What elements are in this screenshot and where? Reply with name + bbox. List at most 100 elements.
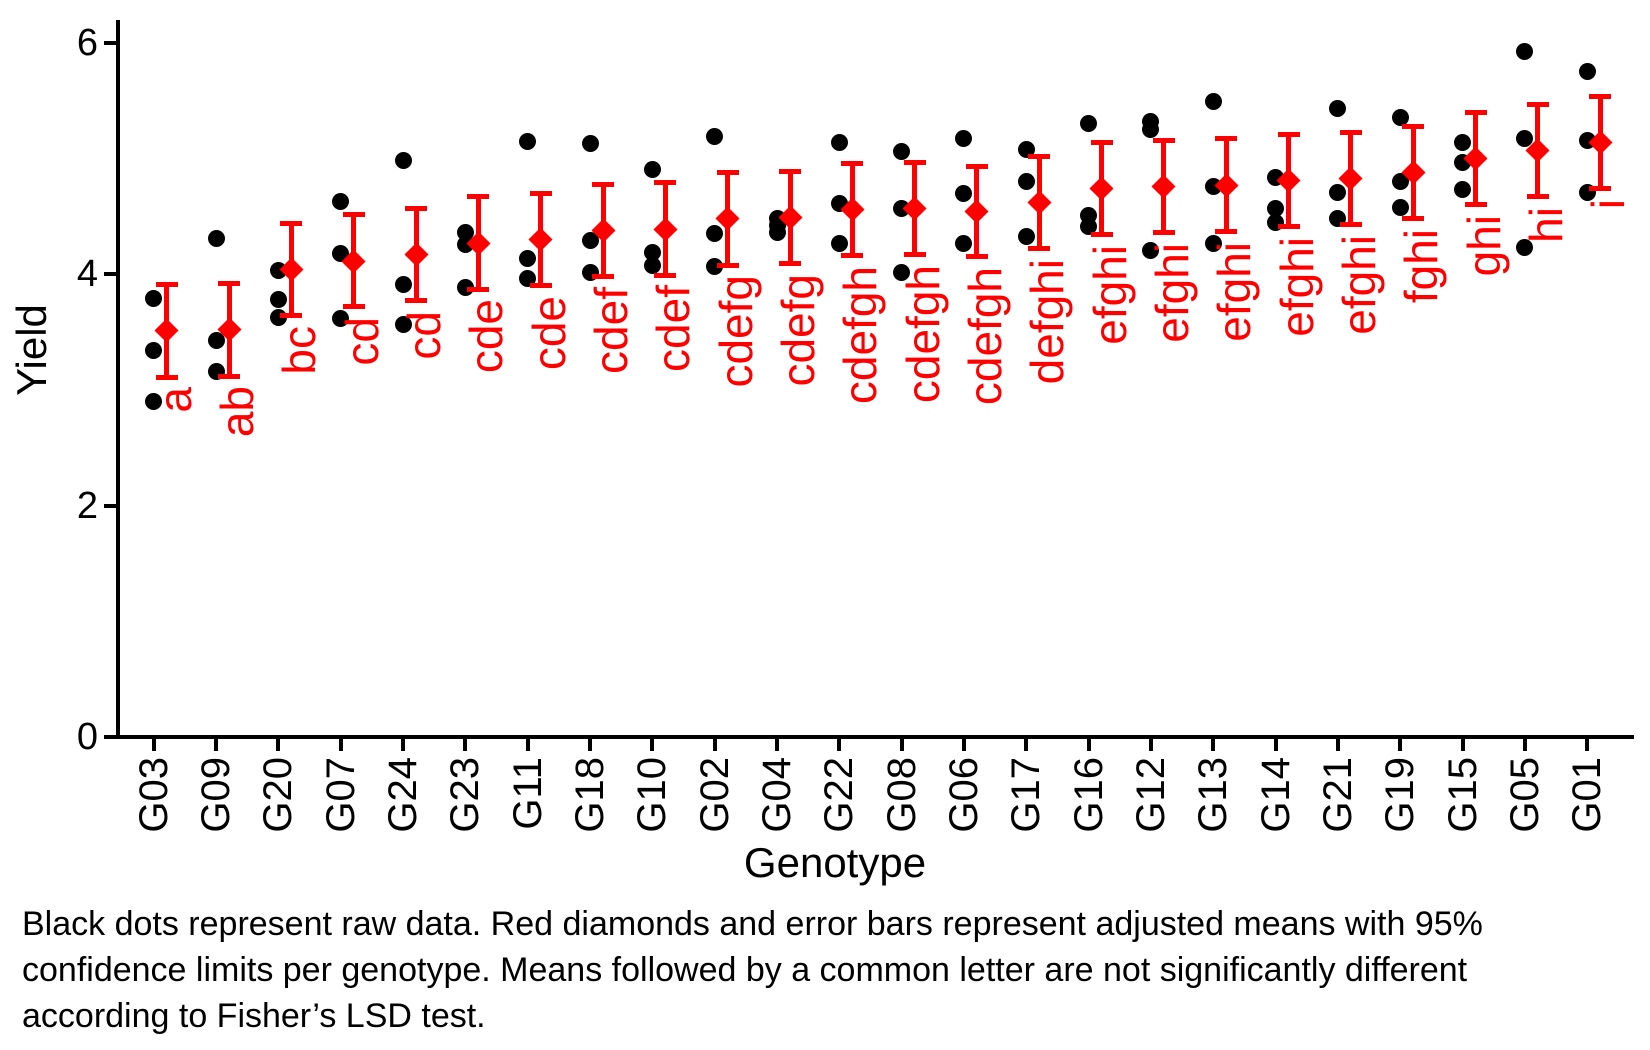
raw-point-G18 xyxy=(581,232,599,250)
raw-point-G11 xyxy=(519,270,537,288)
x-tick xyxy=(650,739,655,751)
mean-diamond-G08 xyxy=(902,196,927,221)
x-tick xyxy=(1086,739,1091,751)
y-tick xyxy=(104,735,116,739)
raw-point-G13 xyxy=(1204,93,1222,111)
raw-point-G10 xyxy=(643,243,661,261)
x-tick xyxy=(899,739,904,751)
ci-cap-bottom-G05 xyxy=(1526,194,1549,200)
raw-point-G12 xyxy=(1142,121,1160,139)
y-tick-label: 2 xyxy=(76,484,98,527)
x-tick xyxy=(1273,739,1278,751)
x-tick xyxy=(1148,739,1153,751)
ci-cap-top-G24 xyxy=(405,205,428,211)
mean-diamond-G20 xyxy=(279,257,304,282)
ci-cap-bottom-G12 xyxy=(1152,230,1175,236)
raw-point-G05 xyxy=(1516,42,1534,60)
x-tick xyxy=(588,739,592,751)
ci-cap-top-G11 xyxy=(529,190,552,196)
ci-cap-bottom-G24 xyxy=(405,298,428,304)
mean-diamond-G11 xyxy=(528,227,553,252)
x-tick xyxy=(214,739,219,751)
ci-cap-bottom-G11 xyxy=(529,283,552,289)
x-tick xyxy=(463,739,468,751)
ci-cap-top-G21 xyxy=(1339,129,1362,135)
raw-point-G17 xyxy=(1017,140,1035,158)
raw-point-G04 xyxy=(768,224,786,242)
raw-point-G09 xyxy=(207,229,225,247)
raw-point-G08 xyxy=(893,263,911,281)
raw-point-G03 xyxy=(145,290,163,308)
mean-diamond-G17 xyxy=(1027,190,1052,215)
x-tick xyxy=(1460,739,1465,751)
y-axis-title-text: Yield xyxy=(8,304,55,396)
raw-point-G02 xyxy=(706,128,724,146)
ci-cap-bottom-G23 xyxy=(467,286,490,292)
ci-cap-top-G10 xyxy=(654,180,677,186)
raw-point-G17 xyxy=(1017,173,1035,191)
raw-point-G07 xyxy=(332,309,350,327)
ci-cap-top-G01 xyxy=(1589,93,1612,99)
raw-point-G06 xyxy=(955,130,973,148)
raw-point-G03 xyxy=(145,342,163,360)
ci-cap-bottom-G21 xyxy=(1339,222,1362,228)
raw-point-G11 xyxy=(519,132,537,150)
x-tick xyxy=(151,739,156,751)
ci-cap-top-G02 xyxy=(716,170,739,176)
raw-point-G09 xyxy=(207,331,225,349)
raw-point-G20 xyxy=(269,291,287,309)
ci-cap-bottom-G03 xyxy=(155,374,178,380)
x-tick xyxy=(775,739,779,751)
ci-cap-top-G19 xyxy=(1402,123,1425,129)
raw-point-G03 xyxy=(145,393,163,411)
y-tick xyxy=(104,40,116,45)
ci-cap-bottom-G16 xyxy=(1090,232,1113,238)
raw-point-G16 xyxy=(1080,218,1098,236)
raw-point-G16 xyxy=(1080,115,1098,133)
raw-point-G05 xyxy=(1516,239,1534,257)
raw-point-G20 xyxy=(269,308,287,326)
ci-cap-top-G12 xyxy=(1152,137,1175,143)
raw-point-G19 xyxy=(1391,173,1409,191)
raw-point-G12 xyxy=(1142,241,1160,259)
x-tick xyxy=(276,739,281,751)
ci-cap-bottom-G22 xyxy=(841,253,864,259)
raw-point-G24 xyxy=(394,315,412,333)
ci-cap-top-G07 xyxy=(342,211,365,217)
ci-cap-bottom-G15 xyxy=(1464,202,1487,208)
x-tick xyxy=(837,739,842,751)
y-tick-label: 0 xyxy=(76,716,98,758)
y-tick xyxy=(104,503,116,508)
raw-point-G17 xyxy=(1017,227,1035,245)
ci-cap-top-G04 xyxy=(779,168,801,174)
x-tick xyxy=(401,739,406,751)
ci-cap-bottom-G04 xyxy=(779,261,801,267)
raw-point-G19 xyxy=(1391,108,1409,126)
ci-cap-bottom-G01 xyxy=(1589,186,1612,192)
ci-cap-top-G20 xyxy=(280,220,303,226)
raw-point-G07 xyxy=(332,192,350,210)
ci-cap-bottom-G02 xyxy=(716,262,739,268)
x-tick xyxy=(1398,739,1403,751)
raw-point-G13 xyxy=(1204,234,1222,252)
ci-cap-top-G15 xyxy=(1464,109,1487,115)
raw-point-G22 xyxy=(830,133,848,151)
raw-point-G21 xyxy=(1329,100,1347,118)
mean-diamond-G24 xyxy=(403,242,429,267)
y-tick-label: 4 xyxy=(76,253,98,296)
ci-cap-top-G09 xyxy=(218,281,241,287)
raw-point-G21 xyxy=(1329,183,1347,201)
y-axis-line xyxy=(116,20,120,739)
ci-cap-bottom-G17 xyxy=(1028,246,1051,252)
ci-cap-bottom-G07 xyxy=(342,304,365,310)
ci-cap-top-G22 xyxy=(841,160,864,166)
raw-point-G24 xyxy=(394,276,412,294)
ci-cap-top-G18 xyxy=(592,181,614,187)
mean-diamond-G10 xyxy=(653,217,678,242)
raw-point-G11 xyxy=(519,249,537,267)
x-tick xyxy=(712,739,717,751)
raw-point-G14 xyxy=(1267,199,1285,217)
x-tick xyxy=(1335,739,1340,751)
ci-cap-bottom-G19 xyxy=(1402,216,1425,222)
